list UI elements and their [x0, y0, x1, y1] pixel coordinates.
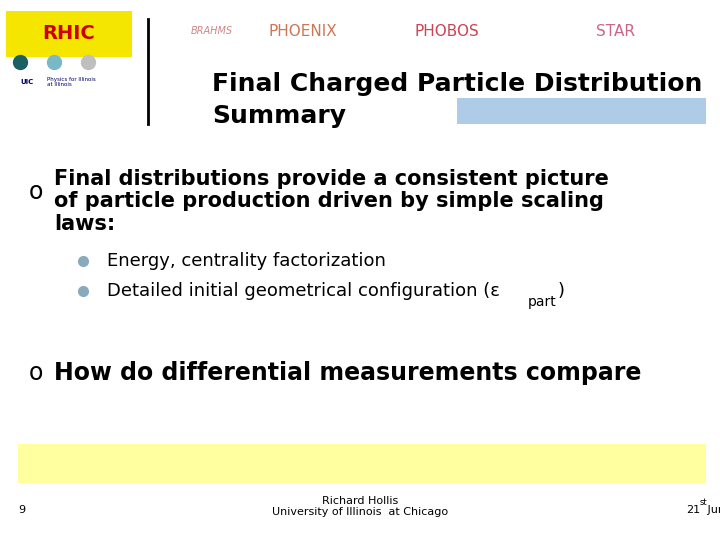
Bar — [6, 11, 132, 57]
Text: How do differential measurements compare: How do differential measurements compare — [54, 361, 642, 384]
Text: Energy, centrality factorization: Energy, centrality factorization — [107, 252, 385, 270]
Text: University of Illinois  at Chicago: University of Illinois at Chicago — [272, 508, 448, 517]
Bar — [18, 444, 706, 483]
Text: Detailed initial geometrical configuration (ε: Detailed initial geometrical configurati… — [107, 281, 500, 300]
Text: ): ) — [558, 281, 565, 300]
Text: o: o — [29, 180, 43, 204]
Text: st: st — [700, 498, 708, 507]
Text: PHOBOS: PHOBOS — [414, 24, 479, 39]
Text: Physics for Illinois
at Illinois: Physics for Illinois at Illinois — [47, 77, 96, 87]
Text: June 2007: June 2007 — [704, 505, 720, 515]
Text: BRAHMS: BRAHMS — [191, 26, 233, 36]
Text: PHOENIX: PHOENIX — [268, 24, 337, 39]
Text: part: part — [528, 295, 557, 309]
Text: Summary: Summary — [212, 104, 346, 128]
Text: RHIC: RHIC — [42, 24, 95, 43]
Text: o: o — [29, 361, 43, 384]
Bar — [457, 98, 706, 124]
Text: UIC: UIC — [20, 79, 33, 85]
Text: of particle production driven by simple scaling: of particle production driven by simple … — [54, 191, 604, 212]
Text: 21: 21 — [685, 505, 700, 515]
Text: laws:: laws: — [54, 213, 115, 234]
Text: Final Charged Particle Distribution: Final Charged Particle Distribution — [212, 72, 703, 96]
Text: 9: 9 — [18, 505, 25, 515]
Text: Richard Hollis: Richard Hollis — [322, 496, 398, 505]
Text: Final distributions provide a consistent picture: Final distributions provide a consistent… — [54, 169, 609, 190]
Text: STAR: STAR — [596, 24, 635, 39]
